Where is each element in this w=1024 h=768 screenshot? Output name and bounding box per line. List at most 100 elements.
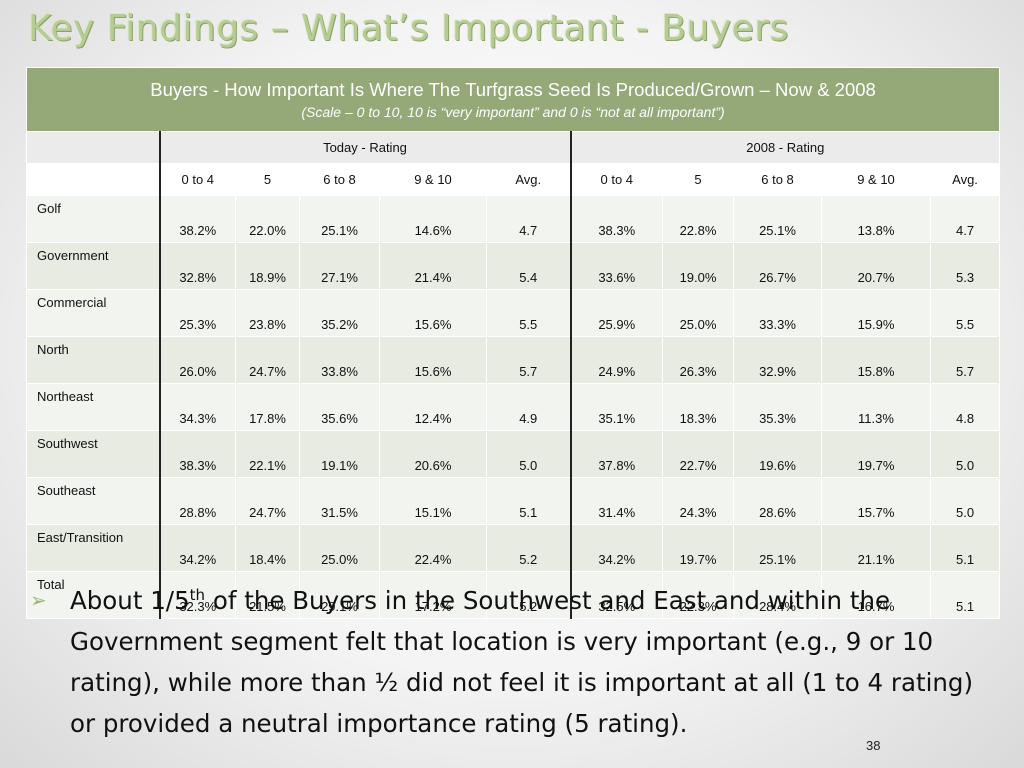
table-cell: 27.1% (299, 242, 380, 290)
table-cell: 23.8% (235, 289, 300, 337)
table-cell: 5.5 (929, 289, 1001, 337)
table-subtitle: (Scale – 0 to 10, 10 is “very important”… (301, 103, 725, 120)
column-header: 9 & 10 (821, 163, 931, 196)
table-cell: 5.0 (486, 430, 572, 478)
table-cell: 34.3% (159, 383, 236, 431)
table-cell: 21.5% (235, 571, 300, 619)
table-cell: 22.8% (662, 195, 734, 243)
table-cell: 26.3% (662, 336, 734, 384)
table-cell: 15.1% (379, 477, 487, 525)
finding-text: About 1/5th of the Buyers in the Southwe… (70, 580, 1005, 744)
row-label: Golf (26, 195, 161, 243)
table-cell: 34.2% (570, 524, 663, 572)
page-number: 38 (866, 738, 881, 753)
table-cell: 19.0% (662, 242, 734, 290)
table-cell: 4.8 (929, 383, 1001, 431)
table-cell: 33.3% (733, 289, 822, 337)
table-cell: 31.5% (299, 477, 380, 525)
table-row: Total 32.3% 21.5% 29.1% 17.2% 5.2 32.5% 22.3% 28… (26, 571, 1001, 619)
table-cell: 22.3% (662, 571, 734, 619)
table-cell: 26.7% (733, 242, 822, 290)
table-row: East/Transition 34.2% 18.4% 25.0% 22.4% 5.2 34… (26, 524, 1001, 572)
table-cell: 19.1% (299, 430, 380, 478)
table-cell: 20.7% (821, 242, 931, 290)
column-header: 5 (235, 163, 300, 196)
table-cell: 33.6% (570, 242, 663, 290)
group-today-rating: Today - Rating (159, 131, 572, 164)
table-cell: 5.5 (486, 289, 572, 337)
finding-text-end: of the Buyers in the Southwest and East … (70, 586, 974, 738)
table-cell: 38.2% (159, 195, 236, 243)
finding-text-superscript: th (189, 585, 206, 604)
table-cell: 24.9% (570, 336, 663, 384)
table-cell: 15.6% (379, 336, 487, 384)
table-title: Buyers - How Important Is Where The Turf… (150, 78, 876, 100)
column-header: 9 & 10 (379, 163, 487, 196)
table-row: Golf 38.2% 22.0% 25.1% 14.6% 4.7 38.3% 22.8% 25.… (26, 195, 1001, 243)
table-cell: 25.3% (159, 289, 236, 337)
row-label: Commercial (26, 289, 161, 337)
column-header: 6 to 8 (299, 163, 380, 196)
column-header: 0 to 4 (570, 163, 663, 196)
table-cell: 28.6% (733, 477, 822, 525)
row-label: Southwest (26, 430, 161, 478)
group-2008-rating: 2008 - Rating (569, 131, 1001, 164)
row-label: Northeast (26, 383, 161, 431)
table-cell: 28.8% (159, 477, 236, 525)
table-cell: 15.9% (821, 289, 931, 337)
table-cell: 35.2% (299, 289, 380, 337)
table-cell: 15.6% (379, 289, 487, 337)
table-cell: 35.6% (299, 383, 380, 431)
table-cell: 24.7% (235, 477, 300, 525)
table-cell: 21.4% (379, 242, 487, 290)
row-label: Total (26, 571, 161, 619)
table-cell: 38.3% (159, 430, 236, 478)
table-cell: 22.4% (379, 524, 487, 572)
table-cell: 17.2% (379, 571, 487, 619)
table-cell: 33.8% (299, 336, 380, 384)
table-cell: 22.0% (235, 195, 300, 243)
table-cell: 21.1% (821, 524, 931, 572)
column-header: 0 to 4 (159, 163, 236, 196)
table-row: Southeast 28.8% 24.7% 31.5% 15.1% 5.1 31.4% 24.… (26, 477, 1001, 525)
table-cell: 14.6% (379, 195, 487, 243)
row-label: North (26, 336, 161, 384)
table-cell: 5.7 (929, 336, 1001, 384)
column-header: 6 to 8 (733, 163, 822, 196)
row-label: Southeast (26, 477, 161, 525)
table-cell: 32.9% (733, 336, 822, 384)
table-header: Buyers - How Important Is Where The Turf… (25, 67, 1001, 132)
column-header: Avg. (929, 163, 1001, 196)
table-cell: 5.2 (486, 571, 572, 619)
row-label: East/Transition (26, 524, 161, 572)
table-cell: 22.1% (235, 430, 300, 478)
table-cell: 17.8% (235, 383, 300, 431)
table-cell: 28.4% (733, 571, 822, 619)
table-cell: 24.3% (662, 477, 734, 525)
table-cell: 35.3% (733, 383, 822, 431)
table-cell: 5.0 (929, 477, 1001, 525)
table-cell: 37.8% (570, 430, 663, 478)
table-cell: 5.3 (929, 242, 1001, 290)
table-cell: 19.7% (821, 430, 931, 478)
table-cell: 4.7 (486, 195, 572, 243)
table-cell: 32.8% (159, 242, 236, 290)
table-cell: 5.1 (486, 477, 572, 525)
table-cell: 5.1 (929, 571, 1001, 619)
column-header: Avg. (486, 163, 572, 196)
table-cell: 5.7 (486, 336, 572, 384)
table-cell: 34.2% (159, 524, 236, 572)
table-cell: 5.0 (929, 430, 1001, 478)
table-cell: 12.4% (379, 383, 487, 431)
table-cell: 25.0% (662, 289, 734, 337)
table-cell: 19.7% (662, 524, 734, 572)
table-cell: 22.7% (662, 430, 734, 478)
table-cell: 5.2 (486, 524, 572, 572)
table-row: Southwest 38.3% 22.1% 19.1% 20.6% 5.0 37.8% 22.… (26, 430, 1001, 478)
table-cell: 4.9 (486, 383, 572, 431)
finding-bullet: ➢ About 1/5th of the Buyers in the South… (30, 580, 1005, 744)
group-header-blank (26, 131, 161, 164)
table-cell: 38.3% (570, 195, 663, 243)
group-header-row: Today - Rating 2008 - Rating (26, 131, 1001, 164)
